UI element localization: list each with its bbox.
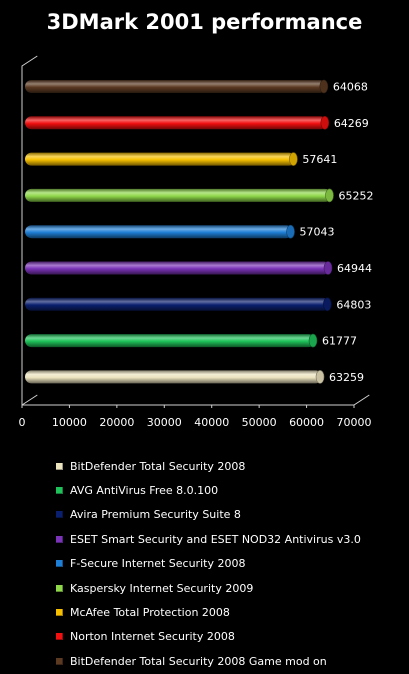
bar-end-cap [323, 297, 332, 312]
chart-legend: BitDefender Total Security 2008 AVG AntiV… [56, 454, 361, 674]
x-tick-label: 0 [19, 416, 26, 429]
legend-swatch [56, 584, 63, 592]
bar-body [25, 152, 296, 166]
x-tick-label: 40000 [194, 416, 229, 429]
bar-9 [25, 79, 329, 94]
bar-end-cap [325, 188, 334, 203]
legend-label: AVG AntiVirus Free 8.0.100 [70, 484, 219, 498]
bar-value-label: 64269 [334, 117, 369, 130]
bar-end-cap [319, 79, 329, 94]
bar-6 [25, 188, 334, 203]
bar-body [25, 297, 330, 311]
x-tick-label: 10000 [52, 416, 87, 429]
bar-chart: 63259 61777 64803 64944 57043 65252 57641 64269… [19, 55, 374, 429]
bar-end-cap [315, 370, 325, 384]
legend-label: Kaspersky Internet Security 2009 [70, 581, 254, 595]
legend-item: F-Secure Internet Security 2008 [56, 552, 361, 576]
chart-title: 3DMark 2001 performance [46, 10, 363, 34]
legend-swatch [56, 560, 63, 568]
bar-1 [25, 370, 325, 384]
x-tick-label: 60000 [289, 416, 324, 429]
bar-3 [25, 297, 332, 312]
legend-label: McAfee Total Protection 2008 [70, 606, 230, 620]
bar-value-label: 61777 [322, 335, 357, 348]
bar-body [25, 116, 327, 130]
bar-value-label: 57043 [300, 226, 335, 239]
chart-tick-labels: 0 10000 20000 30000 40000 50000 60000 70000 [19, 416, 372, 429]
legend-label: BitDefender Total Security 2008 Game mod… [70, 654, 327, 668]
axis-depth-line [21, 394, 38, 406]
bar-body [25, 261, 331, 275]
legend-item: BitDefender Total Security 2008 Game mod… [56, 649, 361, 673]
bar-value-label: 65252 [338, 189, 373, 202]
legend-swatch [56, 657, 63, 665]
legend-swatch [56, 487, 63, 495]
legend-swatch [56, 462, 63, 470]
bar-end-cap [308, 333, 318, 348]
bar-end-cap [323, 261, 333, 275]
bar-end-cap [320, 116, 330, 130]
bar-value-label: 63259 [329, 371, 364, 384]
x-axis-line [22, 394, 370, 406]
legend-swatch [56, 633, 63, 641]
legend-item: Kaspersky Internet Security 2009 [56, 576, 361, 600]
x-tick-label: 30000 [147, 416, 182, 429]
bar-value-label: 64068 [333, 81, 368, 94]
bar-7 [25, 152, 298, 166]
bar-value-label: 64803 [336, 298, 371, 311]
bar-body [25, 188, 332, 202]
x-tick-label: 50000 [242, 416, 277, 429]
x-tick-label: 70000 [337, 416, 372, 429]
legend-item: ESET Smart Security and ESET NOD32 Antiv… [56, 527, 361, 551]
legend-label: BitDefender Total Security 2008 [70, 459, 246, 473]
legend-item: Norton Internet Security 2008 [56, 625, 361, 649]
bar-2 [25, 333, 318, 348]
bar-8 [25, 116, 330, 130]
y-axis-line [21, 55, 38, 405]
bar-4 [25, 261, 333, 275]
legend-label: F-Secure Internet Security 2008 [70, 557, 246, 571]
legend-item: AVG AntiVirus Free 8.0.100 [56, 478, 361, 502]
chart-axes [21, 55, 370, 408]
legend-label: ESET Smart Security and ESET NOD32 Antiv… [70, 532, 361, 546]
bar-body [25, 334, 315, 348]
legend-swatch [56, 535, 63, 543]
legend-item: BitDefender Total Security 2008 [56, 454, 361, 478]
legend-label: Avira Premium Security Suite 8 [70, 508, 241, 522]
bar-value-label: 57641 [302, 153, 337, 166]
legend-item: McAfee Total Protection 2008 [56, 600, 361, 624]
bar-value-label: 64944 [337, 262, 372, 275]
bar-body [25, 80, 326, 93]
chart-value-labels: 63259 61777 64803 64944 57043 65252 57641 64269… [300, 81, 374, 384]
x-tick-label: 20000 [99, 416, 134, 429]
chart-bars [25, 79, 334, 384]
legend-swatch [56, 511, 63, 519]
bar-end-cap [286, 224, 295, 239]
bar-5 [25, 224, 295, 239]
bar-body [25, 225, 293, 239]
legend-label: Norton Internet Security 2008 [70, 630, 235, 644]
bar-end-cap [289, 152, 298, 166]
bar-body [25, 370, 323, 384]
legend-item: Avira Premium Security Suite 8 [56, 503, 361, 527]
legend-swatch [56, 609, 63, 617]
